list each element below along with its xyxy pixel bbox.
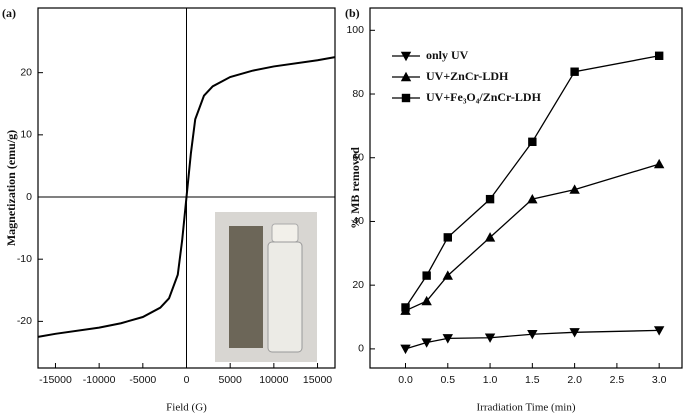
x-tick-label: 1.0 [483,374,498,386]
legend-label: UV+Fe₃O₄/ZnCr-LDH [426,90,542,104]
legend-marker [400,71,412,82]
y-tick-label: 60 [352,152,364,164]
marker [569,184,580,194]
plot-frame [369,7,683,369]
y-tick-label: 20 [20,66,32,78]
marker [653,326,665,336]
x-tick-label: 5000 [218,374,242,386]
x-tick-label: 1.5 [525,374,540,386]
y-tick-label: 0 [26,191,32,203]
marker [421,338,432,348]
marker [484,333,496,343]
x-tick-label: 10000 [259,374,288,386]
inset-photo [215,212,317,362]
marker [484,232,496,242]
marker [421,295,432,306]
x-tick-label: -15000 [39,374,72,386]
marker [527,193,538,204]
x-tick-label: -5000 [129,374,156,386]
x-tick-label: 0.5 [440,374,455,386]
y-tick-label: 100 [346,24,364,36]
x-tick-label: 0 [184,374,190,386]
panel-label: (a) [2,6,16,20]
y-axis-label: % MB removed [348,147,362,229]
y-tick-label: 80 [352,88,364,100]
marker [442,270,453,280]
y-tick-label: 10 [20,129,32,141]
x-axis-label: Field (G) [166,402,207,414]
marker [569,328,580,338]
x-tick-label: -10000 [83,374,116,386]
marker [485,194,495,204]
marker [422,271,431,280]
y-axis-label: Magnetization (emu/g) [4,130,18,246]
y-tick-label: 40 [352,215,364,227]
x-tick-label: 0.0 [398,374,413,386]
x-tick-label: 3.0 [652,374,667,386]
legend-label: UV+ZnCr-LDH [426,69,509,83]
legend-marker [400,51,412,62]
marker [654,51,664,60]
x-axis-label: Irradiation Time (min) [477,402,576,414]
x-tick-label: 15000 [303,374,332,386]
marker [442,334,453,344]
marker [527,330,538,340]
marker [401,303,410,312]
series-line [37,56,336,338]
marker [528,137,537,147]
x-tick-label: 2.5 [610,374,625,386]
y-tick-label: 20 [352,279,364,291]
series-line [405,163,660,312]
marker [570,67,579,76]
panel-label: (b) [345,6,360,20]
x-tick-label: 2.0 [567,374,582,386]
marker [400,344,411,355]
legend-label: only UV [426,48,469,62]
y-tick-label: -10 [17,253,32,265]
y-tick-label: -20 [17,315,32,327]
marker [653,158,665,169]
y-tick-label: 0 [358,343,364,355]
legend-marker [401,93,411,103]
marker [443,233,452,242]
